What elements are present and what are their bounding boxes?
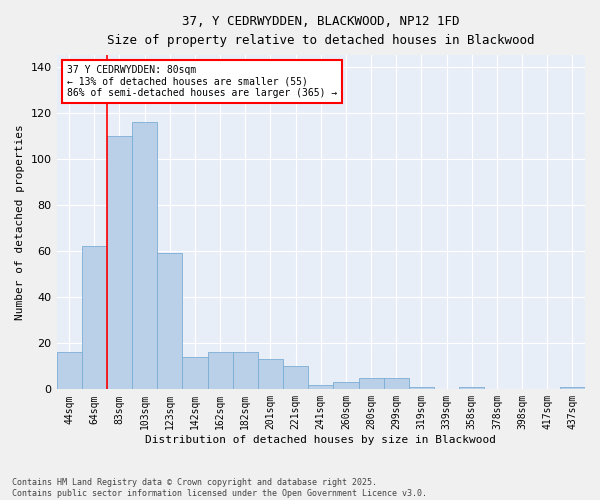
Bar <box>283 366 308 390</box>
Bar <box>107 136 132 390</box>
Bar <box>308 384 334 390</box>
Y-axis label: Number of detached properties: Number of detached properties <box>15 124 25 320</box>
Bar <box>182 357 208 390</box>
Bar <box>157 254 182 390</box>
Text: Contains HM Land Registry data © Crown copyright and database right 2025.
Contai: Contains HM Land Registry data © Crown c… <box>12 478 427 498</box>
Bar <box>258 360 283 390</box>
Bar <box>560 387 585 390</box>
Bar <box>82 246 107 390</box>
X-axis label: Distribution of detached houses by size in Blackwood: Distribution of detached houses by size … <box>145 435 496 445</box>
Bar <box>208 352 233 390</box>
Bar <box>233 352 258 390</box>
Bar <box>359 378 383 390</box>
Bar <box>383 378 409 390</box>
Title: 37, Y CEDRWYDDEN, BLACKWOOD, NP12 1FD
Size of property relative to detached hous: 37, Y CEDRWYDDEN, BLACKWOOD, NP12 1FD Si… <box>107 15 535 47</box>
Bar <box>459 387 484 390</box>
Bar <box>409 387 434 390</box>
Bar <box>132 122 157 390</box>
Bar <box>334 382 359 390</box>
Text: 37 Y CEDRWYDDEN: 80sqm
← 13% of detached houses are smaller (55)
86% of semi-det: 37 Y CEDRWYDDEN: 80sqm ← 13% of detached… <box>67 65 337 98</box>
Bar <box>56 352 82 390</box>
